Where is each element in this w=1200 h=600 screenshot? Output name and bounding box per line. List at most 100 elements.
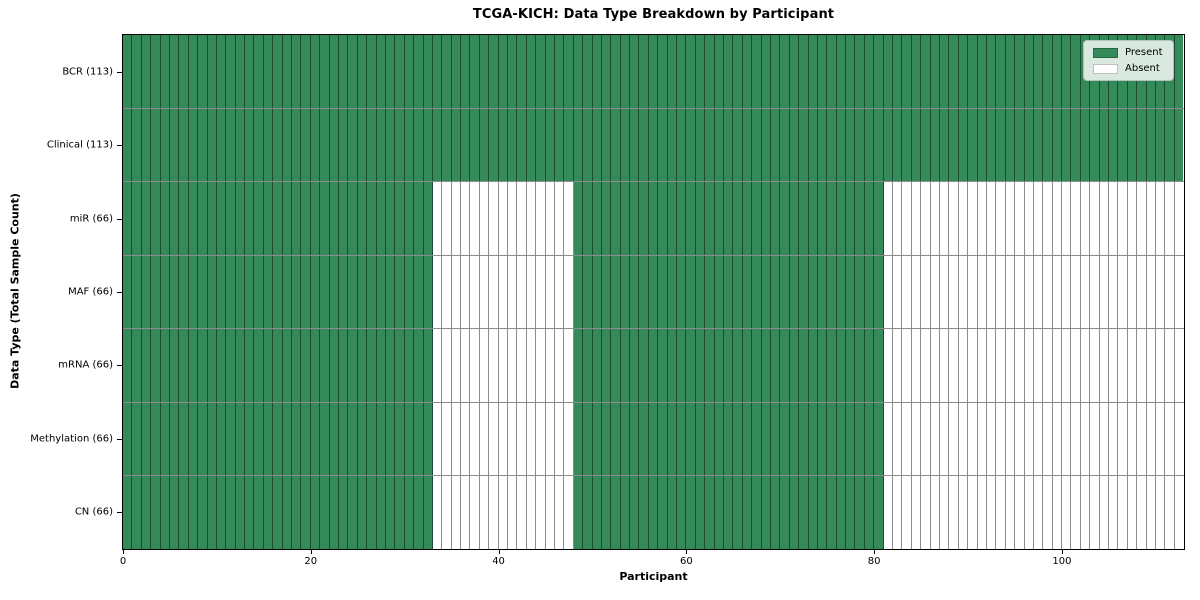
heatmap-cell: [123, 476, 133, 550]
heatmap-cell: [320, 255, 330, 329]
heatmap-cell: [789, 329, 800, 402]
heatmap-cell: [1005, 182, 1016, 255]
heatmap-cell: [686, 476, 696, 550]
heatmap-cell: [188, 476, 199, 550]
heatmap-cell: [921, 402, 931, 476]
heatmap-cell: [348, 182, 358, 255]
heatmap-cell: [902, 108, 912, 182]
heatmap-cell: [517, 108, 527, 182]
heatmap-cell: [705, 182, 715, 255]
heatmap-cell: [545, 182, 555, 255]
heatmap-cell: [1099, 108, 1110, 182]
heatmap-cell: [151, 329, 161, 402]
heatmap-cell: [310, 182, 321, 255]
heatmap-cell: [132, 402, 142, 476]
heatmap-cell: [564, 35, 574, 108]
heatmap-cell: [592, 182, 602, 255]
heatmap-cell: [658, 255, 668, 329]
heatmap-cell: [1052, 182, 1063, 255]
heatmap-cell: [742, 255, 753, 329]
heatmap-cell: [620, 402, 631, 476]
heatmap-cell: [817, 182, 828, 255]
heatmap-cell: [1062, 402, 1072, 476]
heatmap-cell: [423, 476, 433, 550]
heatmap-cell: [1137, 108, 1147, 182]
heatmap-cell: [179, 255, 189, 329]
x-axis-tick-label: 100: [1052, 556, 1072, 567]
heatmap-cell: [921, 182, 931, 255]
heatmap-cell: [442, 108, 452, 182]
heatmap-cell: [498, 108, 509, 182]
heatmap-cell: [611, 476, 621, 550]
heatmap-cell: [630, 108, 640, 182]
heatmap-cell: [695, 329, 706, 402]
heatmap-row-miR: [123, 182, 1184, 256]
heatmap-cell: [902, 255, 912, 329]
heatmap-cell: [1099, 402, 1110, 476]
heatmap-cell: [677, 35, 687, 108]
heatmap-cell: [536, 402, 546, 476]
heatmap-cell: [385, 255, 396, 329]
heatmap-cell: [301, 476, 311, 550]
heatmap-cell: [1024, 476, 1034, 550]
heatmap-cell: [461, 402, 471, 476]
heatmap-cell: [461, 182, 471, 255]
heatmap-cell: [846, 255, 856, 329]
heatmap-cell: [592, 329, 602, 402]
heatmap-cell: [770, 476, 781, 550]
heatmap-cell: [123, 182, 133, 255]
heatmap-cell: [357, 476, 368, 550]
heatmap-cell: [986, 35, 997, 108]
heatmap-cell: [695, 402, 706, 476]
x-axis-tick-mark: [499, 550, 500, 554]
heatmap-cell: [1146, 182, 1156, 255]
heatmap-cell: [902, 182, 912, 255]
heatmap-cell: [169, 476, 180, 550]
heatmap-cell: [639, 476, 649, 550]
heatmap-row-BCR: [123, 35, 1184, 109]
heatmap-cell: [752, 329, 762, 402]
heatmap-cell: [630, 35, 640, 108]
heatmap-cell: [695, 182, 706, 255]
heatmap-cell: [592, 108, 602, 182]
heatmap-cell: [329, 35, 339, 108]
heatmap-cell: [357, 35, 368, 108]
heatmap-cell: [695, 255, 706, 329]
heatmap-cell: [395, 182, 405, 255]
heatmap-cell: [911, 35, 922, 108]
heatmap-cell: [770, 255, 781, 329]
heatmap-cell: [930, 35, 940, 108]
heatmap-cell: [1062, 35, 1072, 108]
heatmap-cell: [1024, 402, 1034, 476]
heatmap-cell: [1015, 182, 1025, 255]
heatmap-cell: [141, 329, 152, 402]
heatmap-cell: [432, 182, 443, 255]
heatmap-cell: [742, 108, 753, 182]
heatmap-cell: [601, 476, 612, 550]
heatmap-cell: [320, 35, 330, 108]
heatmap-cell: [1033, 182, 1044, 255]
heatmap-cell: [404, 476, 415, 550]
heatmap-cell: [554, 476, 565, 550]
heatmap-cell: [442, 35, 452, 108]
heatmap-cell: [639, 108, 649, 182]
heatmap-cell: [902, 402, 912, 476]
heatmap-cell: [780, 402, 790, 476]
heatmap-cell: [263, 255, 274, 329]
heatmap-cell: [1080, 329, 1091, 402]
heatmap-cell: [968, 108, 978, 182]
heatmap-cell: [883, 35, 894, 108]
heatmap-cell: [508, 402, 518, 476]
heatmap-cell: [432, 108, 443, 182]
heatmap-cell: [169, 255, 180, 329]
heatmap-cell: [846, 35, 856, 108]
heatmap-cell: [198, 182, 208, 255]
heatmap-cell: [808, 255, 818, 329]
heatmap-cell: [451, 35, 462, 108]
heatmap-cell: [320, 402, 330, 476]
heatmap-cell: [1090, 182, 1100, 255]
heatmap-cell: [1137, 255, 1147, 329]
heatmap-cell: [385, 182, 396, 255]
heatmap-cell: [564, 182, 574, 255]
heatmap-cell: [939, 108, 950, 182]
